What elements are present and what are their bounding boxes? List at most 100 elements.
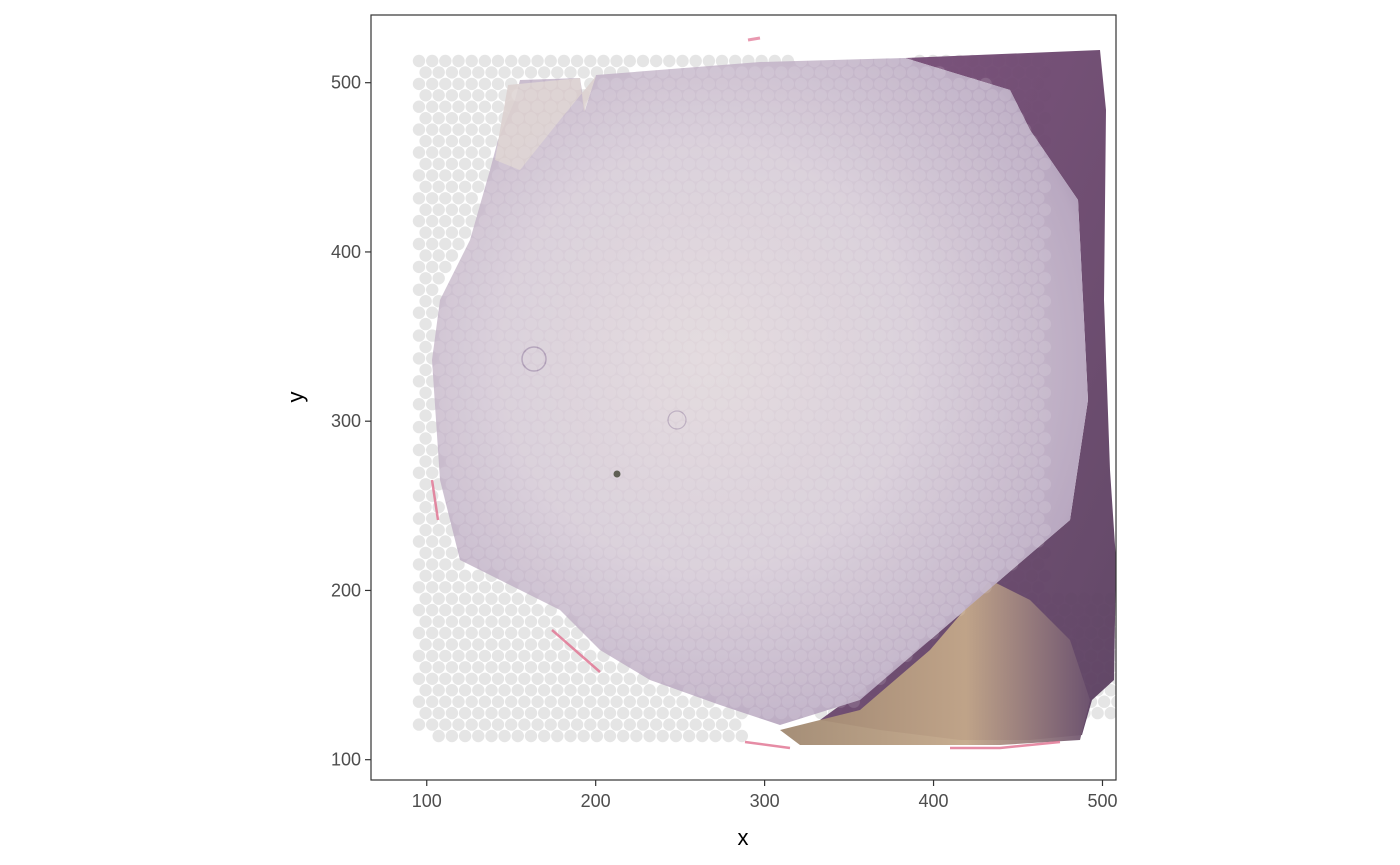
spot-point (597, 443, 610, 457)
spot-point (597, 375, 610, 388)
spot-point (478, 489, 492, 502)
spot-point (966, 398, 979, 411)
spot-point (603, 729, 617, 743)
spot-point (768, 77, 781, 91)
spot-point (1018, 214, 1032, 228)
spot-point (946, 203, 959, 216)
spot-point (860, 512, 874, 525)
spot-point (669, 66, 683, 79)
spot-point (524, 661, 538, 674)
spot-point (485, 638, 498, 651)
spot-point (584, 100, 597, 113)
spot-point (900, 489, 913, 502)
spot-point (742, 214, 755, 228)
spot-point (986, 272, 999, 285)
spot-point (439, 375, 452, 388)
spot-point (953, 146, 966, 159)
spot-point (715, 260, 729, 274)
spot-point (722, 89, 735, 102)
spot-point (834, 398, 847, 411)
spot-point (663, 77, 676, 91)
spot-point (854, 501, 867, 514)
spot-point (577, 409, 590, 422)
spot-point (538, 272, 551, 285)
spot-point (762, 386, 775, 399)
spot-point (465, 535, 478, 548)
spot-point (617, 409, 630, 422)
spot-point (623, 352, 636, 365)
spot-point (841, 432, 854, 445)
spot-point (696, 66, 709, 79)
spot-point (939, 581, 953, 594)
spot-point (531, 466, 544, 479)
spot-point (557, 672, 571, 685)
spot-point (742, 375, 755, 388)
spot-point (597, 237, 610, 251)
spot-point (986, 112, 999, 125)
spot-point (426, 718, 439, 731)
spot-point (505, 375, 518, 388)
spot-point (709, 134, 722, 148)
spot-point (1012, 546, 1025, 560)
spot-point (1032, 169, 1045, 182)
spot-point (650, 54, 663, 68)
spot-point (439, 77, 452, 91)
spot-point (729, 146, 742, 159)
spot-point (913, 512, 926, 525)
spot-point (518, 306, 531, 319)
spot-point (874, 54, 887, 68)
spot-point (643, 180, 656, 193)
spot-point (669, 523, 683, 537)
spot-point (584, 260, 597, 274)
spot-point (814, 134, 828, 148)
spot-point (1005, 535, 1019, 548)
spot-point (775, 203, 788, 216)
spot-point (1025, 501, 1038, 514)
spot-point (426, 306, 439, 319)
spot-point (702, 123, 716, 136)
spot-point (419, 134, 432, 148)
spot-point (946, 180, 959, 193)
spot-point (1032, 329, 1045, 342)
spot-point (564, 546, 577, 560)
spot-point (953, 352, 966, 365)
spot-point (887, 352, 900, 365)
spot-point (650, 260, 663, 274)
spot-point (847, 512, 860, 525)
spot-point (544, 306, 557, 319)
spot-point (735, 661, 748, 674)
spot-point (735, 363, 748, 377)
spot-point (748, 203, 762, 216)
spot-point (762, 340, 775, 354)
spot-point (893, 295, 907, 308)
spot-point (524, 89, 538, 102)
spot-point (650, 420, 663, 434)
spot-point (511, 706, 524, 720)
spot-point (557, 77, 571, 91)
spot-point (458, 112, 472, 125)
spot-point (636, 237, 650, 251)
spot-point (748, 432, 762, 445)
spot-point (814, 455, 828, 468)
spot-point (742, 420, 755, 434)
spot-point (715, 398, 729, 411)
spot-point (445, 684, 459, 697)
spot-point (972, 249, 986, 262)
spot-point (590, 661, 604, 674)
spot-point (531, 169, 544, 182)
spot-point (1005, 398, 1019, 411)
spot-point (445, 661, 459, 674)
spot-point (445, 729, 459, 743)
spot-point (986, 432, 999, 445)
spot-point (676, 306, 689, 319)
spot-point (821, 626, 834, 640)
spot-point (900, 169, 913, 182)
spot-point (689, 329, 702, 342)
spot-point (597, 672, 610, 685)
spot-point (564, 134, 577, 148)
spot-point (656, 661, 669, 674)
spot-point (834, 146, 847, 159)
spot-point (794, 352, 808, 365)
spot-point (610, 718, 623, 731)
spot-point (729, 535, 742, 548)
